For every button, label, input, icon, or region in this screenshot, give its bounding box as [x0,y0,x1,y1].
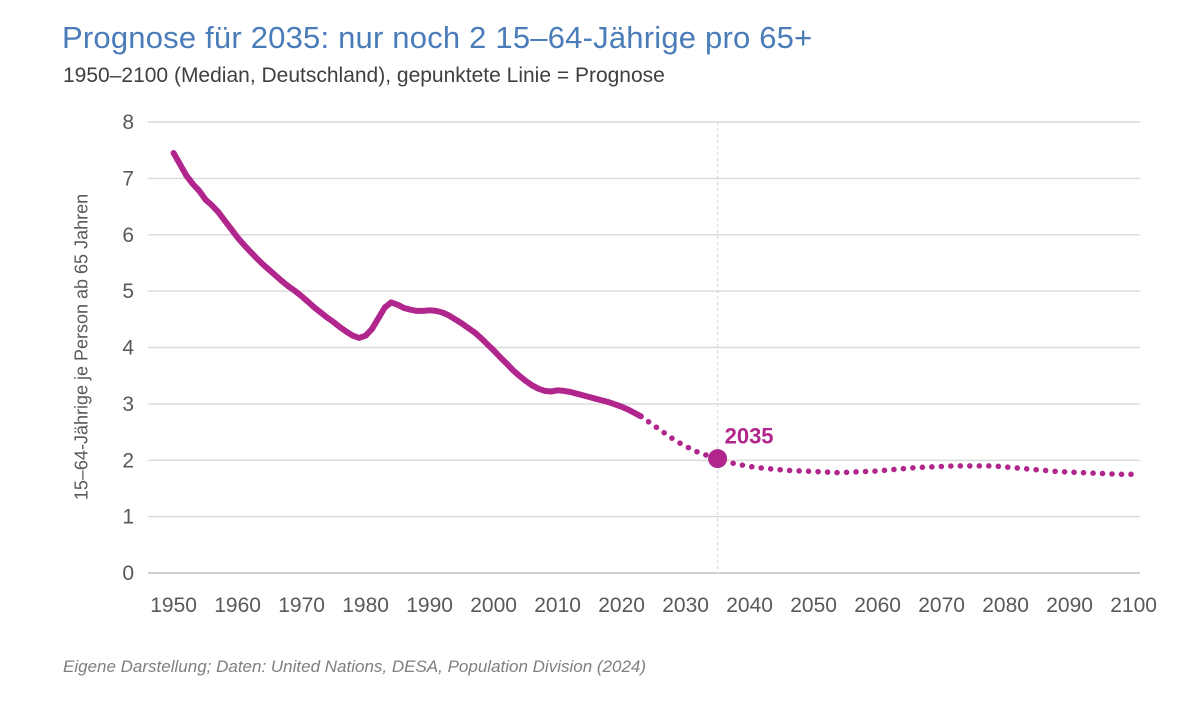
y-tick-label: 3 [122,393,134,416]
y-tick-label: 0 [122,562,134,585]
x-tick-label: 2010 [534,594,581,617]
x-tick-label: 1960 [214,594,261,617]
y-tick-label: 1 [122,506,134,529]
page-title: Prognose für 2035: nur noch 2 15–64-Jähr… [62,20,813,55]
x-tick-label: 1980 [342,594,389,617]
x-tick-label: 2020 [598,594,645,617]
y-tick-label: 2 [122,449,134,472]
y-tick-label: 7 [122,167,134,190]
y-tick-label: 5 [122,280,134,303]
x-tick-label: 1950 [150,594,197,617]
source-note: Eigene Darstellung; Daten: United Nation… [63,657,647,676]
x-tick-label: 2000 [470,594,517,617]
history-line [170,150,644,420]
x-tick-label: 2040 [726,594,773,617]
x-tick-label: 2060 [854,594,901,617]
x-tick-label: 2050 [790,594,837,617]
x-tick-label: 2030 [662,594,709,617]
x-tick-label: 2080 [982,594,1029,617]
y-tick-label: 4 [122,337,134,360]
y-tick-label: 8 [122,111,134,134]
x-tick-label: 2100 [1110,594,1157,617]
y-tick-label: 6 [122,224,134,247]
marker-dot-2035 [708,449,728,469]
x-tick-label: 1970 [278,594,325,617]
x-tick-label: 2090 [1046,594,1093,617]
x-tick-label: 2070 [918,594,965,617]
x-tick-label: 1990 [406,594,453,617]
page-subtitle: 1950–2100 (Median, Deutschland), gepunkt… [63,64,665,87]
annotation-2035: 2035 [725,424,774,449]
